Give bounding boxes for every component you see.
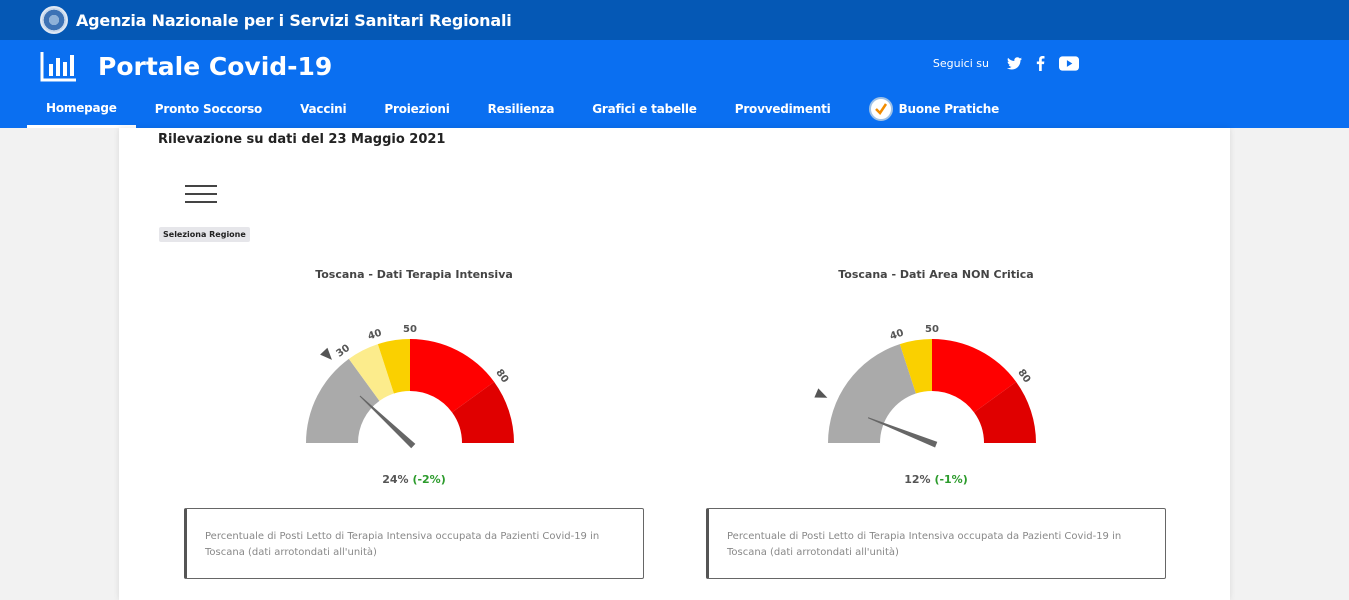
gauge-tick-label: 40 [889, 328, 906, 343]
nav-item-grafici-e-tabelle[interactable]: Grafici e tabelle [592, 102, 697, 116]
agency-name[interactable]: Agenzia Nazionale per i Servizi Sanitari… [76, 10, 512, 30]
gauge-title: Toscana - Dati Terapia Intensiva [315, 268, 513, 281]
gauge-value-label: 12% [904, 473, 931, 486]
agency-topbar: Agenzia Nazionale per i Servizi Sanitari… [0, 0, 1349, 40]
gauge-delta-label: (-1%) [934, 473, 968, 486]
select-region-button[interactable]: Seleziona Regione [159, 227, 250, 242]
gauge-description: Percentuale di Posti Letto di Terapia In… [706, 508, 1166, 579]
gauge-tick-label: 80 [493, 367, 510, 385]
survey-date-title: Rilevazione su dati del 23 Maggio 2021 [158, 132, 446, 147]
gauge-previous-marker [814, 388, 828, 398]
gauge-panel-area-non-critica: Toscana - Dati Area NON Critica 40 50 80 1… [706, 268, 1166, 579]
gauge-chart: 30 40 50 80 [306, 324, 514, 449]
gauge-band [306, 358, 380, 443]
gauge-band [410, 339, 495, 413]
gauge-value: 24% (-2%) [184, 473, 644, 486]
gauge-value-label: 24% [382, 473, 409, 486]
gauge-panel-terapia-intensiva: Toscana - Dati Terapia Intensiva 30 40 50 8… [184, 268, 644, 579]
gauge-value: 12% (-1%) [706, 473, 1166, 486]
gauge-tick-label: 30 [334, 343, 352, 360]
main-nav: Homepage Pronto Soccorso Vaccini Proiezi… [27, 90, 1018, 128]
gauge-band [348, 344, 394, 401]
gauge-previous-marker [320, 347, 332, 360]
brand[interactable]: Portale Covid-19 [40, 50, 332, 82]
gauge-delta-label: (-2%) [412, 473, 446, 486]
portal-title: Portale Covid-19 [98, 51, 333, 81]
gauge-description: Percentuale di Posti Letto di Terapia In… [184, 508, 644, 579]
gauge-tick-label: 50 [403, 324, 417, 335]
nav-item-resilienza[interactable]: Resilienza [487, 102, 555, 116]
facebook-icon[interactable] [1036, 56, 1045, 71]
checkmark-icon [868, 97, 893, 121]
gauge-band [899, 339, 932, 394]
nav-item-provvedimenti[interactable]: Provvedimenti [734, 102, 831, 116]
nav-item-vaccini[interactable]: Vaccini [300, 102, 347, 116]
bar-chart-icon [40, 52, 76, 82]
gauge-band [377, 339, 410, 394]
youtube-icon[interactable] [1059, 56, 1079, 71]
gauge-band [932, 339, 1017, 413]
nav-item-pronto-soccorso[interactable]: Pronto Soccorso [154, 102, 263, 116]
gauge-needle [867, 417, 938, 448]
gauge-band [452, 381, 514, 443]
gauge-tick-label: 50 [925, 324, 939, 335]
site-header: Portale Covid-19 Seguici su Homepage Pro… [0, 40, 1349, 128]
nav-item-homepage[interactable]: Homepage [27, 90, 136, 128]
gauge-tick-label: 80 [1015, 367, 1032, 385]
nav-item-buone-pratiche[interactable]: Buone Pratiche [850, 90, 1018, 128]
social-label: Seguici su [932, 57, 989, 70]
social-links: Seguici su [933, 56, 1079, 71]
gauge-title: Toscana - Dati Area NON Critica [838, 268, 1034, 281]
emblem-icon [40, 6, 68, 34]
nav-item-proiezioni[interactable]: Proiezioni [384, 102, 450, 116]
nav-item-buone-pratiche-label: Buone Pratiche [898, 102, 1000, 116]
hamburger-icon[interactable] [185, 185, 217, 203]
gauge-tick-label: 40 [367, 328, 384, 343]
gauge-needle [359, 395, 416, 449]
gauge-chart: 40 50 80 [814, 324, 1036, 448]
gauge-band [974, 381, 1036, 443]
gauge-band [828, 344, 916, 443]
twitter-icon[interactable] [1007, 57, 1022, 70]
content-card: Rilevazione su dati del 23 Maggio 2021 S… [119, 128, 1230, 600]
